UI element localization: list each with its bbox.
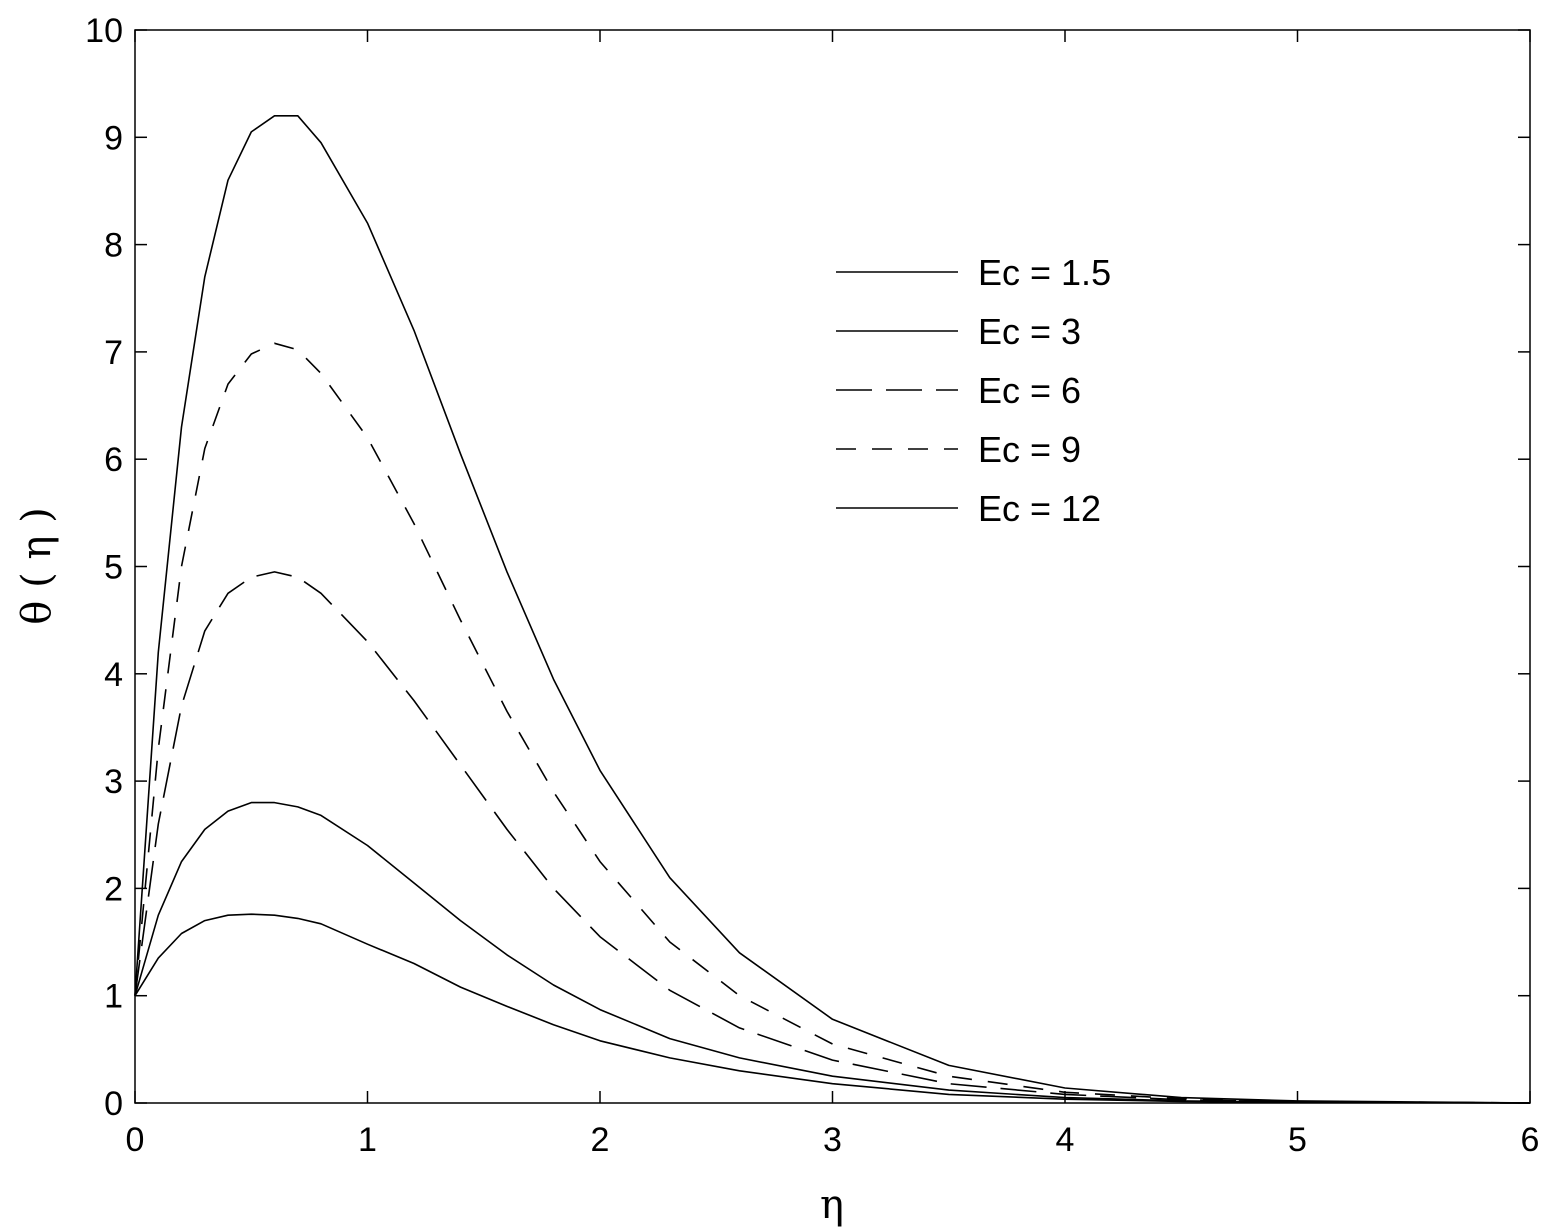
x-tick-label: 1 <box>358 1121 377 1159</box>
legend-label: Ec = 9 <box>978 429 1081 470</box>
series-line <box>134 801 1531 1104</box>
legend: Ec = 1.5 Ec = 3 Ec = 6 Ec = 9 Ec = 12 <box>836 252 1111 529</box>
y-tick-label: 8 <box>104 227 123 265</box>
y-tick-label: 6 <box>104 441 123 479</box>
y-tick-label: 10 <box>85 12 123 50</box>
y-axis-title: θ ( η ) <box>14 507 60 624</box>
legend-label: Ec = 1.5 <box>978 252 1111 293</box>
y-tick-label: 0 <box>104 1085 123 1123</box>
x-axis-title: η <box>820 1182 844 1228</box>
x-tick-label: 4 <box>1056 1121 1075 1159</box>
x-axis: 0 1 2 3 4 5 6 <box>126 30 1540 1159</box>
y-tick-label: 3 <box>104 763 123 801</box>
series-line <box>134 913 1531 1104</box>
series-line <box>134 342 1531 1104</box>
series-line <box>134 115 1531 1104</box>
y-tick-label: 1 <box>104 978 123 1016</box>
x-tick-label: 3 <box>823 1121 842 1159</box>
y-axis: 0 1 2 3 4 5 6 7 8 9 10 <box>85 12 1530 1123</box>
legend-label: Ec = 12 <box>978 488 1101 529</box>
x-tick-label: 5 <box>1288 1121 1307 1159</box>
plot-area <box>134 29 1531 1104</box>
x-tick-label: 2 <box>591 1121 610 1159</box>
series-line <box>134 571 1531 1104</box>
y-tick-label: 4 <box>104 656 123 694</box>
y-tick-label: 9 <box>104 119 123 157</box>
series-group <box>134 115 1531 1104</box>
x-tick-label: 0 <box>126 1121 145 1159</box>
legend-label: Ec = 3 <box>978 311 1081 352</box>
y-tick-label: 5 <box>104 549 123 587</box>
y-tick-label: 2 <box>104 870 123 908</box>
legend-label: Ec = 6 <box>978 370 1081 411</box>
y-tick-label: 7 <box>104 334 123 372</box>
x-tick-label: 6 <box>1521 1121 1540 1159</box>
